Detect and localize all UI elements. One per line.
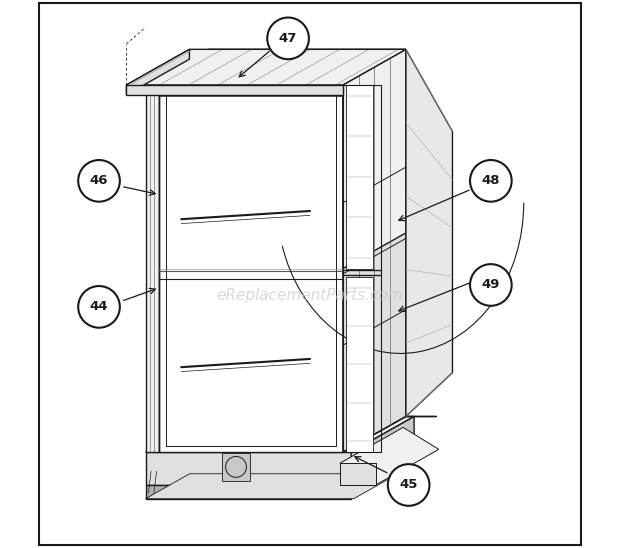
Text: 44: 44: [90, 300, 108, 313]
Polygon shape: [146, 473, 398, 499]
Polygon shape: [159, 85, 343, 452]
Circle shape: [78, 160, 120, 202]
Text: 49: 49: [482, 278, 500, 292]
Polygon shape: [340, 427, 439, 485]
Text: 46: 46: [90, 174, 108, 187]
Polygon shape: [351, 416, 414, 485]
Polygon shape: [343, 49, 406, 269]
Circle shape: [78, 286, 120, 328]
Text: 47: 47: [279, 32, 297, 45]
Text: 45: 45: [399, 478, 418, 492]
Polygon shape: [159, 49, 406, 85]
Polygon shape: [146, 485, 351, 499]
Polygon shape: [223, 453, 250, 481]
Polygon shape: [406, 49, 453, 416]
Polygon shape: [343, 416, 406, 452]
Circle shape: [267, 18, 309, 59]
Circle shape: [470, 160, 511, 202]
Polygon shape: [343, 49, 406, 452]
Text: eReplacementParts.com: eReplacementParts.com: [216, 288, 404, 304]
Polygon shape: [345, 85, 373, 269]
Polygon shape: [126, 85, 343, 95]
Polygon shape: [146, 49, 223, 85]
Polygon shape: [345, 277, 373, 452]
Polygon shape: [146, 452, 351, 485]
Polygon shape: [146, 416, 414, 452]
Polygon shape: [340, 463, 376, 485]
Text: 48: 48: [482, 174, 500, 187]
Polygon shape: [146, 85, 159, 452]
Circle shape: [388, 464, 430, 506]
Circle shape: [470, 264, 511, 306]
Polygon shape: [126, 49, 406, 85]
Polygon shape: [126, 49, 190, 95]
